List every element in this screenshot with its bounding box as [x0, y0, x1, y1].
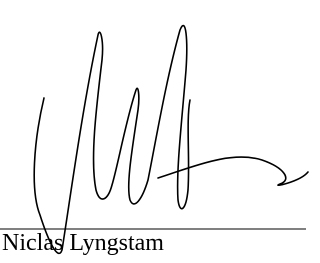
page: Niclas Lyngstam (() => { const data = JS…	[0, 0, 311, 263]
signature-drawing	[0, 0, 311, 263]
signature-stroke	[158, 157, 308, 185]
signer-name: Niclas Lyngstam	[2, 228, 164, 258]
signature-strokes	[34, 26, 308, 254]
signature-stroke	[34, 26, 190, 254]
